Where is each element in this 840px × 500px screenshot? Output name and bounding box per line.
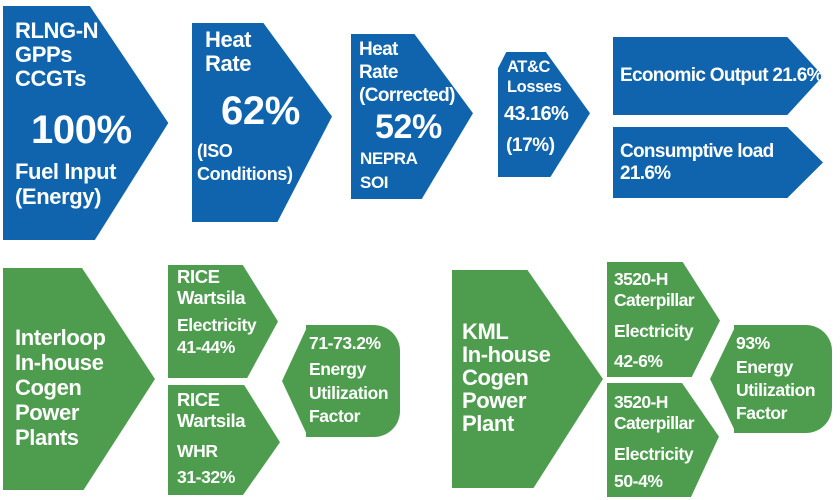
kml-source-arrow: KML In-house Cogen Power Plant <box>452 270 603 488</box>
kml-utilization-tag: 93% Energy Utilization Factor <box>710 325 832 433</box>
caterpillar-top-mode: Electricity <box>614 321 694 341</box>
kml-utilization-value: 93% <box>736 333 770 353</box>
consumptive-load-arrow: Consumptive load 21.6% <box>613 127 823 198</box>
heat-rate-corrected-value: 52% <box>375 108 442 146</box>
tag-left-point <box>710 325 736 433</box>
kml-source-label: KML In-house Cogen Power Plant <box>462 319 551 436</box>
heat-rate-arrow: Heat Rate 62% (ISO Conditions) <box>192 23 332 222</box>
caterpillar-top-value: 42-6% <box>614 351 663 371</box>
rice-whr-value: 31-32% <box>177 467 235 487</box>
tag-left-point <box>282 325 308 437</box>
caterpillar-top-arrow: 3520-H Caterpillar Electricity 42-6% <box>607 262 720 377</box>
rice-electricity-value: 41-44% <box>177 337 235 357</box>
economic-output-arrow: Economic Output 21.6% <box>613 37 823 115</box>
heat-rate-corrected-subtitle: NEPRA SOI <box>360 149 418 192</box>
interloop-source-label: Interloop In-house Cogen Power Plants <box>15 325 106 450</box>
fuel-input-subtitle: Fuel Input (Energy) <box>15 159 117 209</box>
heat-rate-corrected-title: Heat Rate (Corrected) <box>359 39 455 106</box>
kml-utilization-label: Energy Utilization Factor <box>736 357 816 423</box>
rice-electricity-title: RICE Wartsila <box>177 266 246 308</box>
interloop-source-arrow: Interloop In-house Cogen Power Plants <box>3 268 155 490</box>
consumptive-load-label: Consumptive load 21.6% <box>620 141 774 184</box>
tag-rounded-body <box>734 325 832 433</box>
fuel-input-arrow: RLNG-N GPPs CCGTs 100% Fuel Input (Energ… <box>3 6 169 240</box>
caterpillar-top-title: 3520-H Caterpillar <box>614 269 695 310</box>
heat-rate-title: Heat Rate <box>205 27 252 76</box>
rice-whr-title: RICE Wartsila <box>177 389 246 431</box>
caterpillar-bottom-value: 50-4% <box>614 471 663 491</box>
caterpillar-bottom-title: 3520-H Caterpillar <box>614 392 695 433</box>
rice-electricity-arrow: RICE Wartsila Electricity 41-44% <box>168 265 278 378</box>
interloop-utilization-value: 71-73.2% <box>309 333 381 353</box>
fuel-input-value: 100% <box>31 108 132 152</box>
atc-losses-arrow: AT&C Losses 43.16% (17%) <box>498 52 590 177</box>
heat-rate-subtitle: (ISO Conditions) <box>197 141 293 184</box>
rice-whr-mode: WHR <box>177 441 218 461</box>
heat-rate-corrected-arrow: Heat Rate (Corrected) 52% NEPRA SOI <box>351 34 473 199</box>
economic-output-label: Economic Output 21.6% <box>620 65 823 87</box>
atc-losses-value: 43.16% <box>504 103 569 125</box>
rice-whr-arrow: RICE Wartsila WHR 31-32% <box>168 385 280 495</box>
rice-electricity-mode: Electricity <box>177 315 257 335</box>
tag-rounded-body <box>306 325 400 437</box>
atc-losses-title: AT&C Losses <box>507 58 562 96</box>
caterpillar-bottom-arrow: 3520-H Caterpillar Electricity 50-4% <box>607 383 719 497</box>
caterpillar-bottom-mode: Electricity <box>614 444 694 464</box>
heat-rate-value: 62% <box>221 89 300 133</box>
atc-losses-subtitle: (17%) <box>506 135 555 156</box>
fuel-input-title: RLNG-N GPPs CCGTs <box>15 18 99 91</box>
interloop-utilization-tag: 71-73.2% Energy Utilization Factor <box>282 325 400 437</box>
interloop-utilization-label: Energy Utilization Factor <box>309 359 389 426</box>
